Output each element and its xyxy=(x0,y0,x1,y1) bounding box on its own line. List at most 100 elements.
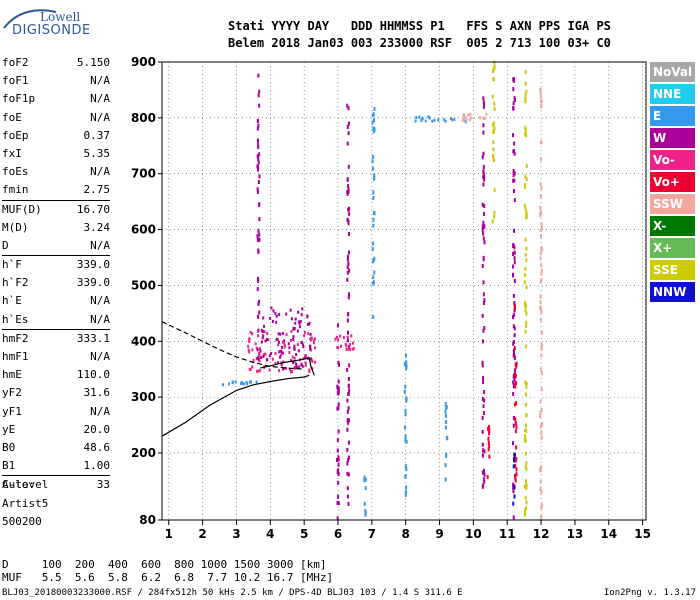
param-value: N/A xyxy=(90,110,110,124)
echo-point xyxy=(404,353,407,358)
echo-point xyxy=(372,241,375,246)
echo-point xyxy=(405,360,408,365)
echo-point xyxy=(470,116,473,120)
param-name: hmE xyxy=(2,368,22,382)
echo-point xyxy=(293,347,296,351)
echo-point xyxy=(524,252,527,257)
header-values: Belem 2018 Jan03 003 233000 RSF 005 2 71… xyxy=(228,36,611,50)
echo-point xyxy=(288,346,291,350)
echo-point xyxy=(346,447,349,452)
echo-point xyxy=(539,251,542,256)
echo-point xyxy=(404,490,407,495)
echo-point xyxy=(279,332,282,336)
echo-point xyxy=(371,113,374,118)
echo-point xyxy=(481,202,484,207)
echo-point xyxy=(373,176,376,181)
echo-point xyxy=(512,482,515,487)
echo-point xyxy=(257,328,260,333)
echo-point xyxy=(336,448,339,453)
echo-point xyxy=(404,473,407,478)
echo-point xyxy=(488,428,491,433)
echo-point xyxy=(524,308,527,313)
echo-point xyxy=(488,431,491,436)
x-tick-label: 13 xyxy=(567,527,584,541)
echo-point xyxy=(482,328,485,333)
echo-point xyxy=(421,117,424,121)
param-name: yE xyxy=(2,422,16,436)
echo-point xyxy=(482,171,485,176)
echo-point xyxy=(513,303,516,308)
echo-point xyxy=(443,118,446,122)
echo-point xyxy=(512,228,515,233)
echo-point xyxy=(511,273,514,278)
echo-point xyxy=(524,70,527,75)
echo-point xyxy=(539,228,542,233)
echo-point xyxy=(524,81,527,86)
echo-point xyxy=(283,339,286,343)
echo-point xyxy=(308,368,311,372)
echo-point xyxy=(405,398,408,403)
echo-point xyxy=(444,409,447,414)
echo-point xyxy=(352,347,355,351)
echo-point xyxy=(512,264,515,269)
param-name: M(D) xyxy=(2,220,29,234)
echo-point xyxy=(256,369,259,373)
echo-point xyxy=(348,268,351,273)
echo-point xyxy=(258,89,261,94)
echo-point xyxy=(403,362,406,367)
x-tick-label: 1 xyxy=(165,527,173,541)
echo-point xyxy=(337,462,340,467)
echo-point xyxy=(258,232,261,237)
param-name: foF2 xyxy=(2,56,29,69)
echo-point xyxy=(539,317,542,322)
echo-point xyxy=(525,211,528,216)
echo-point xyxy=(512,489,515,494)
echo-point xyxy=(295,362,298,366)
echo-point xyxy=(346,103,349,108)
legend-item: NNE xyxy=(650,84,695,104)
echo-point xyxy=(372,196,375,201)
echo-point xyxy=(256,154,259,159)
echo-point xyxy=(512,380,515,385)
echo-point xyxy=(515,445,518,450)
echo-point xyxy=(258,217,261,222)
echo-point xyxy=(309,345,312,349)
echo-point xyxy=(540,263,543,268)
echo-point xyxy=(515,425,518,430)
echo-point xyxy=(290,329,293,333)
echo-point xyxy=(428,116,431,120)
echo-point xyxy=(444,413,447,418)
echo-point xyxy=(301,343,304,347)
echo-point xyxy=(512,149,515,154)
echo-point xyxy=(525,344,528,349)
param-value: N/A xyxy=(90,238,110,252)
echo-point xyxy=(515,364,518,369)
echo-points xyxy=(222,60,544,521)
echo-point xyxy=(312,341,315,345)
echo-point xyxy=(258,352,261,356)
echo-point xyxy=(514,463,517,468)
echo-point xyxy=(492,158,495,163)
echo-point xyxy=(346,217,349,222)
echo-point xyxy=(483,472,486,477)
echo-point xyxy=(292,327,295,331)
echo-point xyxy=(513,458,516,463)
param-row: yF1 N/A xyxy=(2,405,110,423)
param-row: hmE 110.0 xyxy=(2,368,110,386)
echo-point xyxy=(513,368,516,373)
echo-point xyxy=(347,440,350,445)
echo-point xyxy=(512,464,515,469)
echo-point xyxy=(291,369,294,373)
echo-point xyxy=(539,91,542,96)
echo-point xyxy=(252,358,255,362)
echo-point xyxy=(246,382,249,386)
echo-point xyxy=(247,348,250,352)
param-row: foEs N/A xyxy=(2,165,110,183)
echo-point xyxy=(257,73,260,78)
echo-point xyxy=(513,96,516,101)
param-row: fxI 5.35 xyxy=(2,147,110,165)
echo-point xyxy=(515,401,518,406)
echo-point xyxy=(512,251,515,256)
echo-point xyxy=(525,381,528,386)
echo-point xyxy=(336,500,339,505)
